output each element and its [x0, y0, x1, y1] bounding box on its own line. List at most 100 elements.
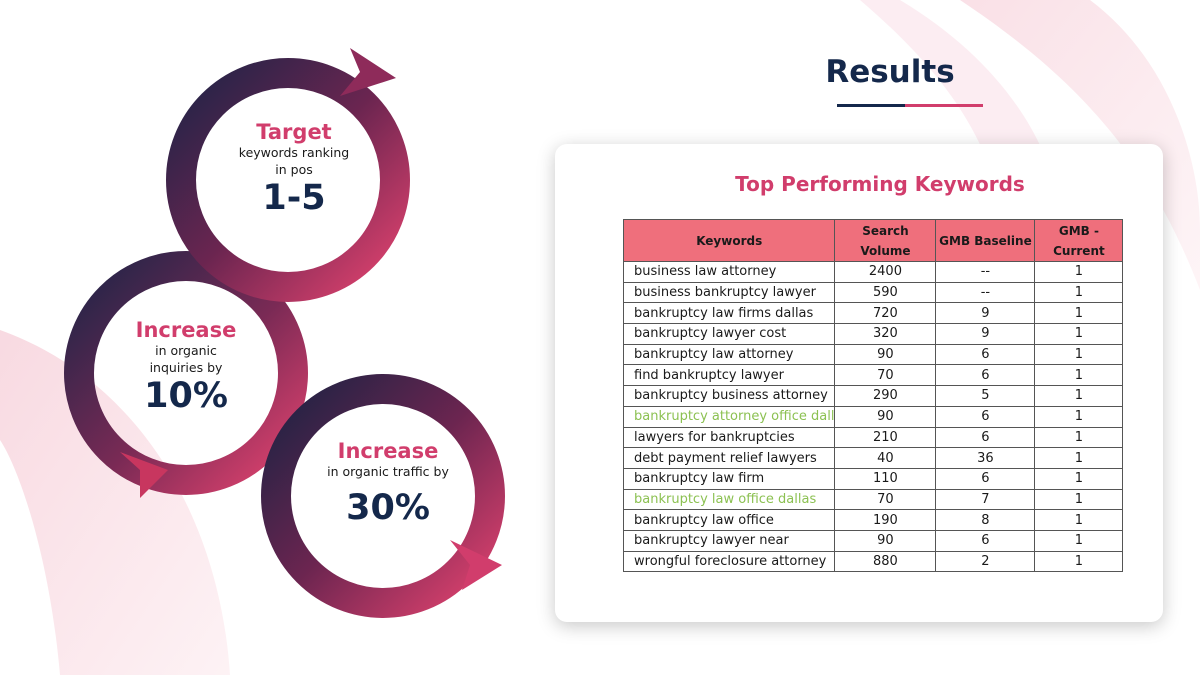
- card-title: Top Performing Keywords: [735, 172, 1025, 196]
- stat-traffic: Increase in organic traffic by 30%: [292, 439, 484, 528]
- table-row: debt payment relief lawyers 40 36 1: [622, 447, 1124, 469]
- table-row: business law attorney 2400 -- 1: [622, 261, 1124, 283]
- table-row: wrongful foreclosure attorney 880 2 1: [622, 550, 1124, 573]
- current-cell: 1: [1034, 364, 1124, 387]
- volume-cell: 110: [834, 467, 937, 490]
- keyword-cell: business law attorney: [622, 261, 836, 283]
- keyword-cell: bankruptcy law firm: [622, 467, 836, 490]
- baseline-cell: 6: [935, 364, 1036, 387]
- current-cell: 1: [1034, 550, 1124, 573]
- keyword-cell: bankruptcy attorney office dall: [622, 405, 836, 428]
- stat-line: in pos: [275, 162, 313, 177]
- stat-target: Target keywords ranking in pos 1-5: [208, 120, 380, 218]
- stat-line: keywords ranking: [238, 145, 350, 160]
- table-row: bankruptcy attorney office dall 90 6 1: [622, 405, 1124, 428]
- volume-cell: 40: [834, 447, 937, 469]
- baseline-cell: --: [935, 261, 1036, 283]
- stat-value: 10%: [144, 376, 228, 416]
- baseline-cell: 9: [935, 323, 1036, 345]
- baseline-cell: 5: [935, 385, 1036, 407]
- keyword-cell: find bankruptcy lawyer: [622, 364, 836, 387]
- table-row: bankruptcy business attorney 290 5 1: [622, 385, 1124, 407]
- table-row: bankruptcy law attorney 90 6 1: [622, 343, 1124, 366]
- baseline-cell: 6: [935, 529, 1036, 552]
- current-cell: 1: [1034, 467, 1124, 490]
- col-volume-label-1: Search: [862, 223, 909, 238]
- baseline-cell: 6: [935, 343, 1036, 366]
- baseline-cell: 6: [935, 405, 1036, 428]
- keyword-cell: lawyers for bankruptcies: [622, 426, 836, 449]
- stat-heading: Increase: [337, 439, 439, 463]
- volume-cell: 590: [834, 281, 937, 304]
- current-cell: 1: [1034, 343, 1124, 366]
- baseline-cell: 9: [935, 302, 1036, 325]
- stat-value: 30%: [346, 488, 430, 528]
- baseline-cell: 2: [935, 550, 1036, 573]
- volume-cell: 210: [834, 426, 937, 449]
- volume-cell: 70: [834, 364, 937, 387]
- current-cell: 1: [1034, 509, 1124, 531]
- stat-heading: Target: [256, 120, 332, 144]
- table-row: bankruptcy lawyer cost 320 9 1: [622, 323, 1124, 345]
- keyword-cell: business bankruptcy lawyer: [622, 281, 836, 304]
- volume-cell: 90: [834, 343, 937, 366]
- table-row: find bankruptcy lawyer 70 6 1: [622, 364, 1124, 387]
- keyword-cell: wrongful foreclosure attorney: [622, 550, 836, 573]
- table-row: bankruptcy law firm 110 6 1: [622, 467, 1124, 490]
- keyword-cell: bankruptcy law firms dallas: [622, 302, 836, 325]
- current-cell: 1: [1034, 281, 1124, 304]
- col-search-volume: Search Volume: [834, 219, 937, 262]
- col-current-label-2: Current: [1053, 243, 1105, 258]
- table-row: bankruptcy lawyer near 90 6 1: [622, 529, 1124, 552]
- volume-cell: 190: [834, 509, 937, 531]
- ring-target: [166, 48, 410, 302]
- baseline-cell: 6: [935, 467, 1036, 490]
- stat-heading: Increase: [135, 318, 237, 342]
- col-current-label-1: GMB -: [1058, 223, 1099, 238]
- baseline-cell: 7: [935, 488, 1036, 511]
- table-row: bankruptcy law office dallas 70 7 1: [622, 488, 1124, 511]
- current-cell: 1: [1034, 488, 1124, 511]
- ring-inquiries: [64, 251, 308, 498]
- current-cell: 1: [1034, 426, 1124, 449]
- col-keywords-label: Keywords: [696, 233, 763, 248]
- current-cell: 1: [1034, 447, 1124, 469]
- current-cell: 1: [1034, 323, 1124, 345]
- volume-cell: 290: [834, 385, 937, 407]
- baseline-cell: 6: [935, 426, 1036, 449]
- table-row: bankruptcy law firms dallas 720 9 1: [622, 302, 1124, 325]
- volume-cell: 2400: [834, 261, 937, 283]
- cycle-rings: [64, 48, 505, 618]
- baseline-cell: 8: [935, 509, 1036, 531]
- current-cell: 1: [1034, 385, 1124, 407]
- stat-line: in organic: [155, 343, 217, 358]
- ring-traffic: [261, 374, 505, 618]
- col-baseline-label: GMB Baseline: [939, 233, 1032, 248]
- keyword-cell: debt payment relief lawyers: [622, 447, 836, 469]
- stat-line: inquiries by: [149, 360, 223, 375]
- table-row: lawyers for bankruptcies 210 6 1: [622, 426, 1124, 449]
- volume-cell: 720: [834, 302, 937, 325]
- baseline-cell: --: [935, 281, 1036, 304]
- volume-cell: 70: [834, 488, 937, 511]
- col-gmb-current: GMB - Current: [1034, 219, 1124, 262]
- table-header-row: Keywords Search Volume GMB Baseline GMB -…: [622, 219, 1124, 262]
- results-underline: [837, 104, 983, 107]
- table-row: bankruptcy law office 190 8 1: [622, 509, 1124, 531]
- results-title: Results: [825, 54, 955, 90]
- volume-cell: 880: [834, 550, 937, 573]
- current-cell: 1: [1034, 261, 1124, 283]
- col-gmb-baseline: GMB Baseline: [935, 219, 1036, 262]
- col-volume-label-2: Volume: [860, 243, 911, 258]
- keyword-cell: bankruptcy lawyer cost: [622, 323, 836, 345]
- stat-inquiries: Increase in organic inquiries by 10%: [100, 318, 272, 416]
- stat-value: 1-5: [262, 178, 326, 218]
- current-cell: 1: [1034, 405, 1124, 428]
- baseline-cell: 36: [935, 447, 1036, 469]
- keywords-table: Keywords Search Volume GMB Baseline GMB -…: [622, 219, 1124, 573]
- stat-line: in organic traffic by: [327, 464, 449, 479]
- keyword-cell: bankruptcy law office: [622, 509, 836, 531]
- current-cell: 1: [1034, 529, 1124, 552]
- table-row: business bankruptcy lawyer 590 -- 1: [622, 281, 1124, 304]
- keyword-cell: bankruptcy lawyer near: [622, 529, 836, 552]
